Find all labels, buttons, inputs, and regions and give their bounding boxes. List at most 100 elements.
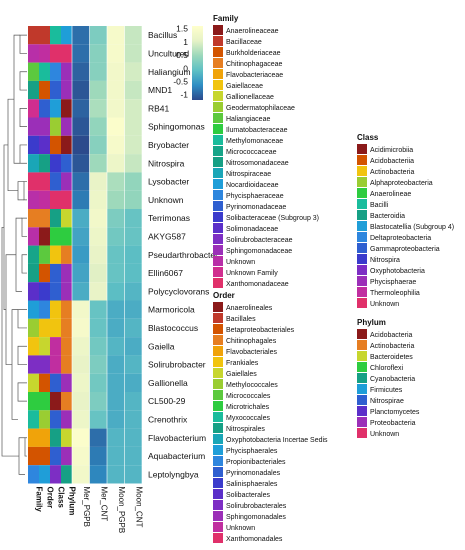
annotation-cell (39, 300, 50, 319)
legend-swatch (357, 188, 367, 198)
legend-swatch (213, 80, 223, 90)
heatmap-cell (72, 245, 90, 264)
annotation-cell (50, 282, 61, 301)
annotation-cell (39, 209, 50, 228)
annotation-cell (39, 428, 50, 447)
heatmap-cell (124, 263, 142, 283)
legend-swatch (213, 146, 223, 156)
legend-label: Solirubrobacterales (226, 503, 287, 510)
annotation-cell (28, 245, 39, 264)
dendrogram-branch (17, 309, 27, 329)
annotation-cell (50, 318, 61, 338)
row-label: Gaiella (148, 341, 175, 351)
legend-label: Unknown (226, 259, 255, 266)
heatmap-cell (72, 410, 90, 429)
dendrogram-branch (17, 382, 27, 402)
heatmap-cell (107, 154, 125, 173)
legend-label: Flavobacteriaceae (226, 72, 283, 79)
heatmap-cell (89, 465, 107, 484)
annotation-cell (28, 410, 39, 429)
heatmap-cell (124, 26, 142, 45)
heatmap-cells (71, 26, 143, 484)
legend-order: Order Anaerolineales Bacillales Betaproteob… (213, 291, 328, 543)
heatmap-cell (89, 117, 107, 136)
dendrogram-branch (19, 108, 27, 127)
legend-label: Thermoleophilia (370, 290, 420, 297)
heatmap-cell (124, 410, 142, 429)
legend-swatch (357, 373, 367, 383)
annotation-cell (28, 154, 39, 173)
annotation-cell (50, 209, 61, 228)
legend-phylum: Phylum Acidobacteria Actinobacteria Bactero… (357, 318, 420, 438)
heatmap-cell (107, 99, 125, 118)
annotation-cell (50, 263, 61, 283)
heatmap-cell (89, 172, 107, 191)
heatmap-cell (89, 282, 107, 301)
legend-swatch (213, 102, 223, 112)
heatmap-cell (72, 117, 90, 136)
legend-label: Unknown Family (226, 270, 278, 277)
annotation-cell (28, 318, 39, 338)
annotation-cell (28, 446, 39, 466)
row-label: Leptolyngbya (148, 469, 199, 479)
heatmap-cell (107, 410, 125, 429)
annotation-cell (28, 135, 39, 155)
heatmap-cell (124, 392, 142, 411)
legend-label: Planctomycetes (370, 409, 420, 416)
annotation-cell (50, 355, 61, 374)
taxonomy-legends: Family Anaerolineaceae Bacillaceae Burkhold… (213, 14, 454, 543)
heatmap-cell (72, 209, 90, 228)
legend-swatch (213, 467, 223, 477)
heatmap-cell (72, 80, 90, 100)
annotation-cell (50, 300, 61, 319)
dendrogram-branch (18, 437, 25, 475)
legend-swatch (213, 245, 223, 255)
legend-label: Oxyphotobacteria Incertae Sedis (226, 437, 328, 444)
legend-label: Phycisphaerales (226, 448, 278, 455)
legend-swatch (357, 362, 367, 372)
legend-label: Chitinophagaceae (226, 61, 283, 68)
heatmap-cell (107, 300, 125, 319)
annotation-cell (61, 245, 72, 264)
legend-label: Chloroflexi (370, 365, 404, 372)
row-label: Marmoricola (148, 305, 195, 315)
colorbar-tick-label: -1 (180, 90, 188, 100)
annotation-cell (39, 190, 50, 209)
annotation-cell (61, 209, 72, 228)
dendrogram-branch (11, 309, 18, 420)
annotation-cell (61, 392, 72, 411)
dendrogram-branch (1, 226, 19, 457)
annotation-cell (39, 465, 50, 484)
heatmap-cell (89, 99, 107, 118)
legend-swatch (213, 91, 223, 101)
legend-label: Unknown (370, 431, 399, 438)
legend-swatch (213, 522, 223, 532)
heatmap-cell (72, 172, 90, 191)
row-dendrogram (1, 34, 27, 475)
annotation-cell (39, 410, 50, 429)
heatmap-cell (89, 80, 107, 100)
legend-label: Solibacterales (226, 492, 270, 499)
legend-label: Unknown (226, 525, 255, 532)
row-labels: Bacillus Uncultured Haliangium MND1 RB41 Sphi… (148, 30, 218, 479)
legend-swatch (213, 69, 223, 79)
row-label: Lysobacter (148, 177, 189, 187)
heatmap-cell (72, 190, 90, 209)
legend-label: Anaerolineales (226, 305, 273, 312)
legend-swatch (357, 287, 367, 297)
legend-swatch (357, 395, 367, 405)
heatmap-cell (124, 245, 142, 264)
annotation-cell (39, 80, 50, 100)
legend-label: Phycisphaeraceae (226, 193, 284, 200)
heatmap-cell (107, 62, 125, 81)
legend-label: Solibacteraceae (Subgroup 3) (226, 215, 319, 222)
annotation-cell (39, 282, 50, 301)
legend-label: Acidimicrobiia (370, 147, 413, 154)
annotation-cell (39, 446, 50, 466)
heatmap-cell (124, 465, 142, 484)
legend-label: Methylomonaceae (226, 138, 283, 145)
heatmap-cell (89, 209, 107, 228)
legend-label: Pyrinomonadaceae (226, 204, 286, 211)
heatmap-cell (124, 135, 142, 155)
heatmap-cell (124, 446, 142, 466)
